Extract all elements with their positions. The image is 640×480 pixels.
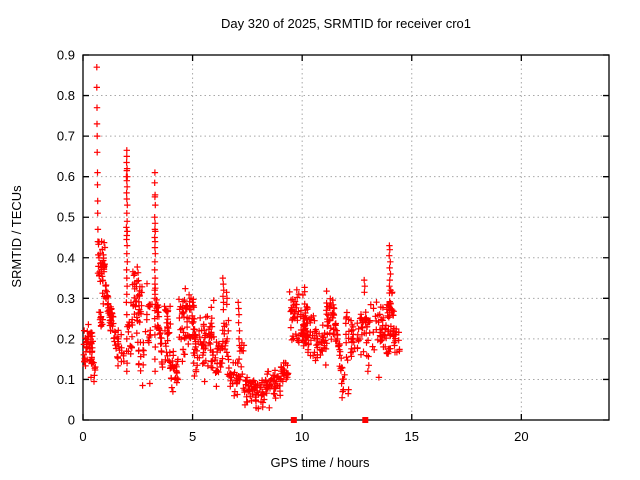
plot-border (82, 54, 610, 421)
x-tick-label: 20 (514, 429, 528, 444)
x-tick-label: 0 (79, 429, 86, 444)
data-points (80, 64, 403, 412)
x-axis-label: GPS time / hours (270, 455, 370, 470)
y-tick-label: 0.6 (57, 169, 75, 184)
y-tick-label: 0.3 (57, 291, 75, 306)
x-tick-label: 10 (295, 429, 309, 444)
x-tick-label: 5 (189, 429, 196, 444)
y-tick-label: 0.1 (57, 372, 75, 387)
y-tick-label: 0.4 (57, 250, 75, 265)
x-tick-label: 15 (405, 429, 419, 444)
y-tick-label: 0.2 (57, 331, 75, 346)
x-tick-labels: 0 5 10 15 20 (79, 429, 528, 444)
y-tick-label: 0.8 (57, 88, 75, 103)
zero-marker (290, 417, 297, 423)
chart-title: Day 320 of 2025, SRMTID for receiver cro… (221, 16, 471, 31)
y-tick-label: 0.9 (57, 48, 75, 63)
y-tick-label: 0 (68, 413, 75, 428)
y-tick-label: 0.5 (57, 210, 75, 225)
zero-markers (290, 417, 369, 423)
zero-marker (362, 417, 369, 423)
y-tick-labels: 0 0.1 0.2 0.3 0.4 0.5 0.6 0.7 0.8 0.9 (57, 48, 75, 428)
y-tick-label: 0.7 (57, 129, 75, 144)
